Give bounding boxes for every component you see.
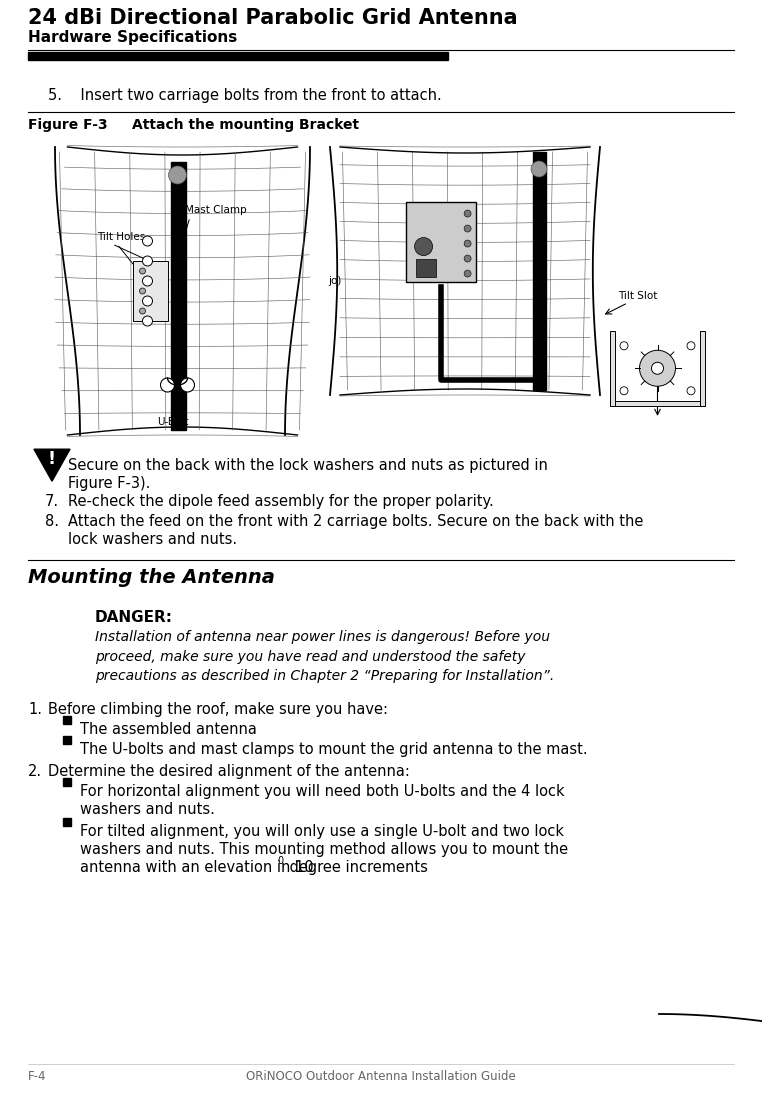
Text: 5.    Insert two carriage bolts from the front to attach.: 5. Insert two carriage bolts from the fr… <box>48 88 442 103</box>
Bar <box>700 330 705 406</box>
Circle shape <box>687 387 695 395</box>
Text: Attach the feed on the front with 2 carriage bolts. Secure on the back with the: Attach the feed on the front with 2 carr… <box>68 514 643 529</box>
Circle shape <box>464 270 471 277</box>
Circle shape <box>168 166 187 184</box>
Bar <box>28 53 448 60</box>
Text: For tilted alignment, you will only use a single U-bolt and two lock: For tilted alignment, you will only use … <box>80 824 564 839</box>
Circle shape <box>464 255 471 263</box>
Circle shape <box>687 341 695 350</box>
Circle shape <box>531 161 547 177</box>
Text: Mounting the Antenna: Mounting the Antenna <box>28 568 275 587</box>
Bar <box>610 400 705 406</box>
Circle shape <box>142 276 152 286</box>
Circle shape <box>142 256 152 266</box>
Bar <box>63 736 71 744</box>
Text: 1.: 1. <box>28 702 42 717</box>
Bar <box>133 261 168 321</box>
Text: 6.: 6. <box>45 458 59 473</box>
Circle shape <box>142 296 152 306</box>
Circle shape <box>652 362 664 374</box>
Text: lock washers and nuts.: lock washers and nuts. <box>68 532 237 547</box>
Text: 7.: 7. <box>45 494 59 509</box>
Circle shape <box>464 210 471 217</box>
Circle shape <box>464 225 471 232</box>
Text: Figure F-3).: Figure F-3). <box>68 476 150 491</box>
Bar <box>171 162 185 430</box>
Circle shape <box>142 316 152 326</box>
Circle shape <box>620 387 628 395</box>
Text: Tilt Holes: Tilt Holes <box>97 232 146 242</box>
Text: Secure on the back with the lock washers and nuts as pictured in: Secure on the back with the lock washers… <box>68 458 548 473</box>
Bar <box>63 818 71 826</box>
Bar <box>533 152 546 389</box>
Text: Installation of antenna near power lines is dangerous! Before you
proceed, make : Installation of antenna near power lines… <box>95 630 554 683</box>
Text: 2.: 2. <box>28 764 42 779</box>
Circle shape <box>639 350 675 386</box>
Circle shape <box>139 268 146 274</box>
Text: Mast Clamp: Mast Clamp <box>185 205 247 216</box>
Text: 0: 0 <box>277 856 283 866</box>
Text: antenna with an elevation in 10: antenna with an elevation in 10 <box>80 860 314 875</box>
Text: degree increments: degree increments <box>285 860 428 875</box>
Circle shape <box>161 379 174 392</box>
Text: Figure F-3     Attach the mounting Bracket: Figure F-3 Attach the mounting Bracket <box>28 118 359 132</box>
Polygon shape <box>34 450 70 481</box>
Text: For horizontal alignment you will need both U-bolts and the 4 lock: For horizontal alignment you will need b… <box>80 784 565 799</box>
Circle shape <box>620 341 628 350</box>
Circle shape <box>142 236 152 246</box>
Text: Determine the desired alignment of the antenna:: Determine the desired alignment of the a… <box>48 764 410 779</box>
Text: Hardware Specifications: Hardware Specifications <box>28 30 237 45</box>
Circle shape <box>139 309 146 314</box>
Circle shape <box>415 237 433 256</box>
Bar <box>63 715 71 724</box>
Circle shape <box>464 240 471 247</box>
Text: ORiNOCO Outdoor Antenna Installation Guide: ORiNOCO Outdoor Antenna Installation Gui… <box>246 1070 516 1083</box>
Text: Re-check the dipole feed assembly for the proper polarity.: Re-check the dipole feed assembly for th… <box>68 494 494 509</box>
Text: jo): jo) <box>328 276 341 286</box>
Bar <box>63 778 71 785</box>
Text: 8.: 8. <box>45 514 59 529</box>
Text: Before climbing the roof, make sure you have:: Before climbing the roof, make sure you … <box>48 702 388 717</box>
Text: F-4: F-4 <box>28 1070 46 1083</box>
Bar <box>405 201 475 281</box>
Text: The U-bolts and mast clamps to mount the grid antenna to the mast.: The U-bolts and mast clamps to mount the… <box>80 742 588 757</box>
Text: DANGER:: DANGER: <box>95 610 173 625</box>
Text: washers and nuts.: washers and nuts. <box>80 802 215 817</box>
Text: Tilt Slot: Tilt Slot <box>618 291 658 301</box>
Text: !: ! <box>48 450 56 468</box>
Bar <box>415 258 436 277</box>
Text: washers and nuts. This mounting method allows you to mount the: washers and nuts. This mounting method a… <box>80 842 568 857</box>
Text: 24 dBi Directional Parabolic Grid Antenna: 24 dBi Directional Parabolic Grid Antenn… <box>28 8 517 28</box>
Text: U-Bolt: U-Bolt <box>157 417 188 427</box>
Bar <box>610 330 615 406</box>
Text: The assembled antenna: The assembled antenna <box>80 722 257 737</box>
Circle shape <box>181 379 194 392</box>
Circle shape <box>139 288 146 294</box>
